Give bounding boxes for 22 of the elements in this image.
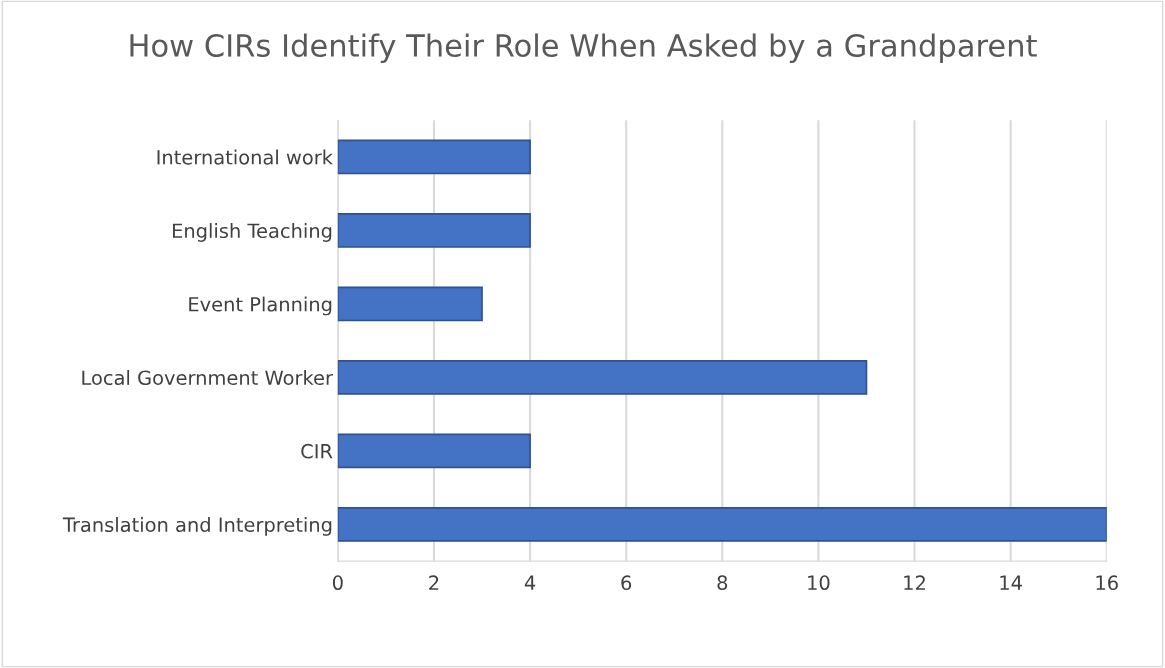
x-tick-label: 8 xyxy=(717,575,728,591)
bar xyxy=(337,213,531,248)
y-tick-label: Event Planning xyxy=(189,296,332,316)
bar xyxy=(337,433,531,469)
x-tick-label: 6 xyxy=(621,575,632,591)
y-tick-label: Local Government Worker xyxy=(82,370,333,386)
bar xyxy=(337,507,1107,542)
y-tick-label: Translation and Interpreting xyxy=(62,516,332,536)
x-tick-label: 0 xyxy=(332,575,343,591)
x-tick-label: 14 xyxy=(1000,575,1022,590)
chart-title: How CIRs Identify Their Role When Asked by a Grandparent xyxy=(130,33,1037,63)
y-tick-label: International work xyxy=(157,149,333,165)
x-tick-label: 10 xyxy=(808,575,830,591)
bar xyxy=(337,139,531,175)
x-tick-label: 4 xyxy=(524,575,536,590)
bar xyxy=(337,286,483,322)
x-tick-label: 2 xyxy=(429,575,439,590)
y-tick-label: CIR xyxy=(301,443,333,459)
x-tick-label: 12 xyxy=(904,575,925,590)
bar xyxy=(337,360,868,395)
y-tick-label: English Teaching xyxy=(172,223,332,242)
x-tick-label: 16 xyxy=(1096,575,1118,591)
